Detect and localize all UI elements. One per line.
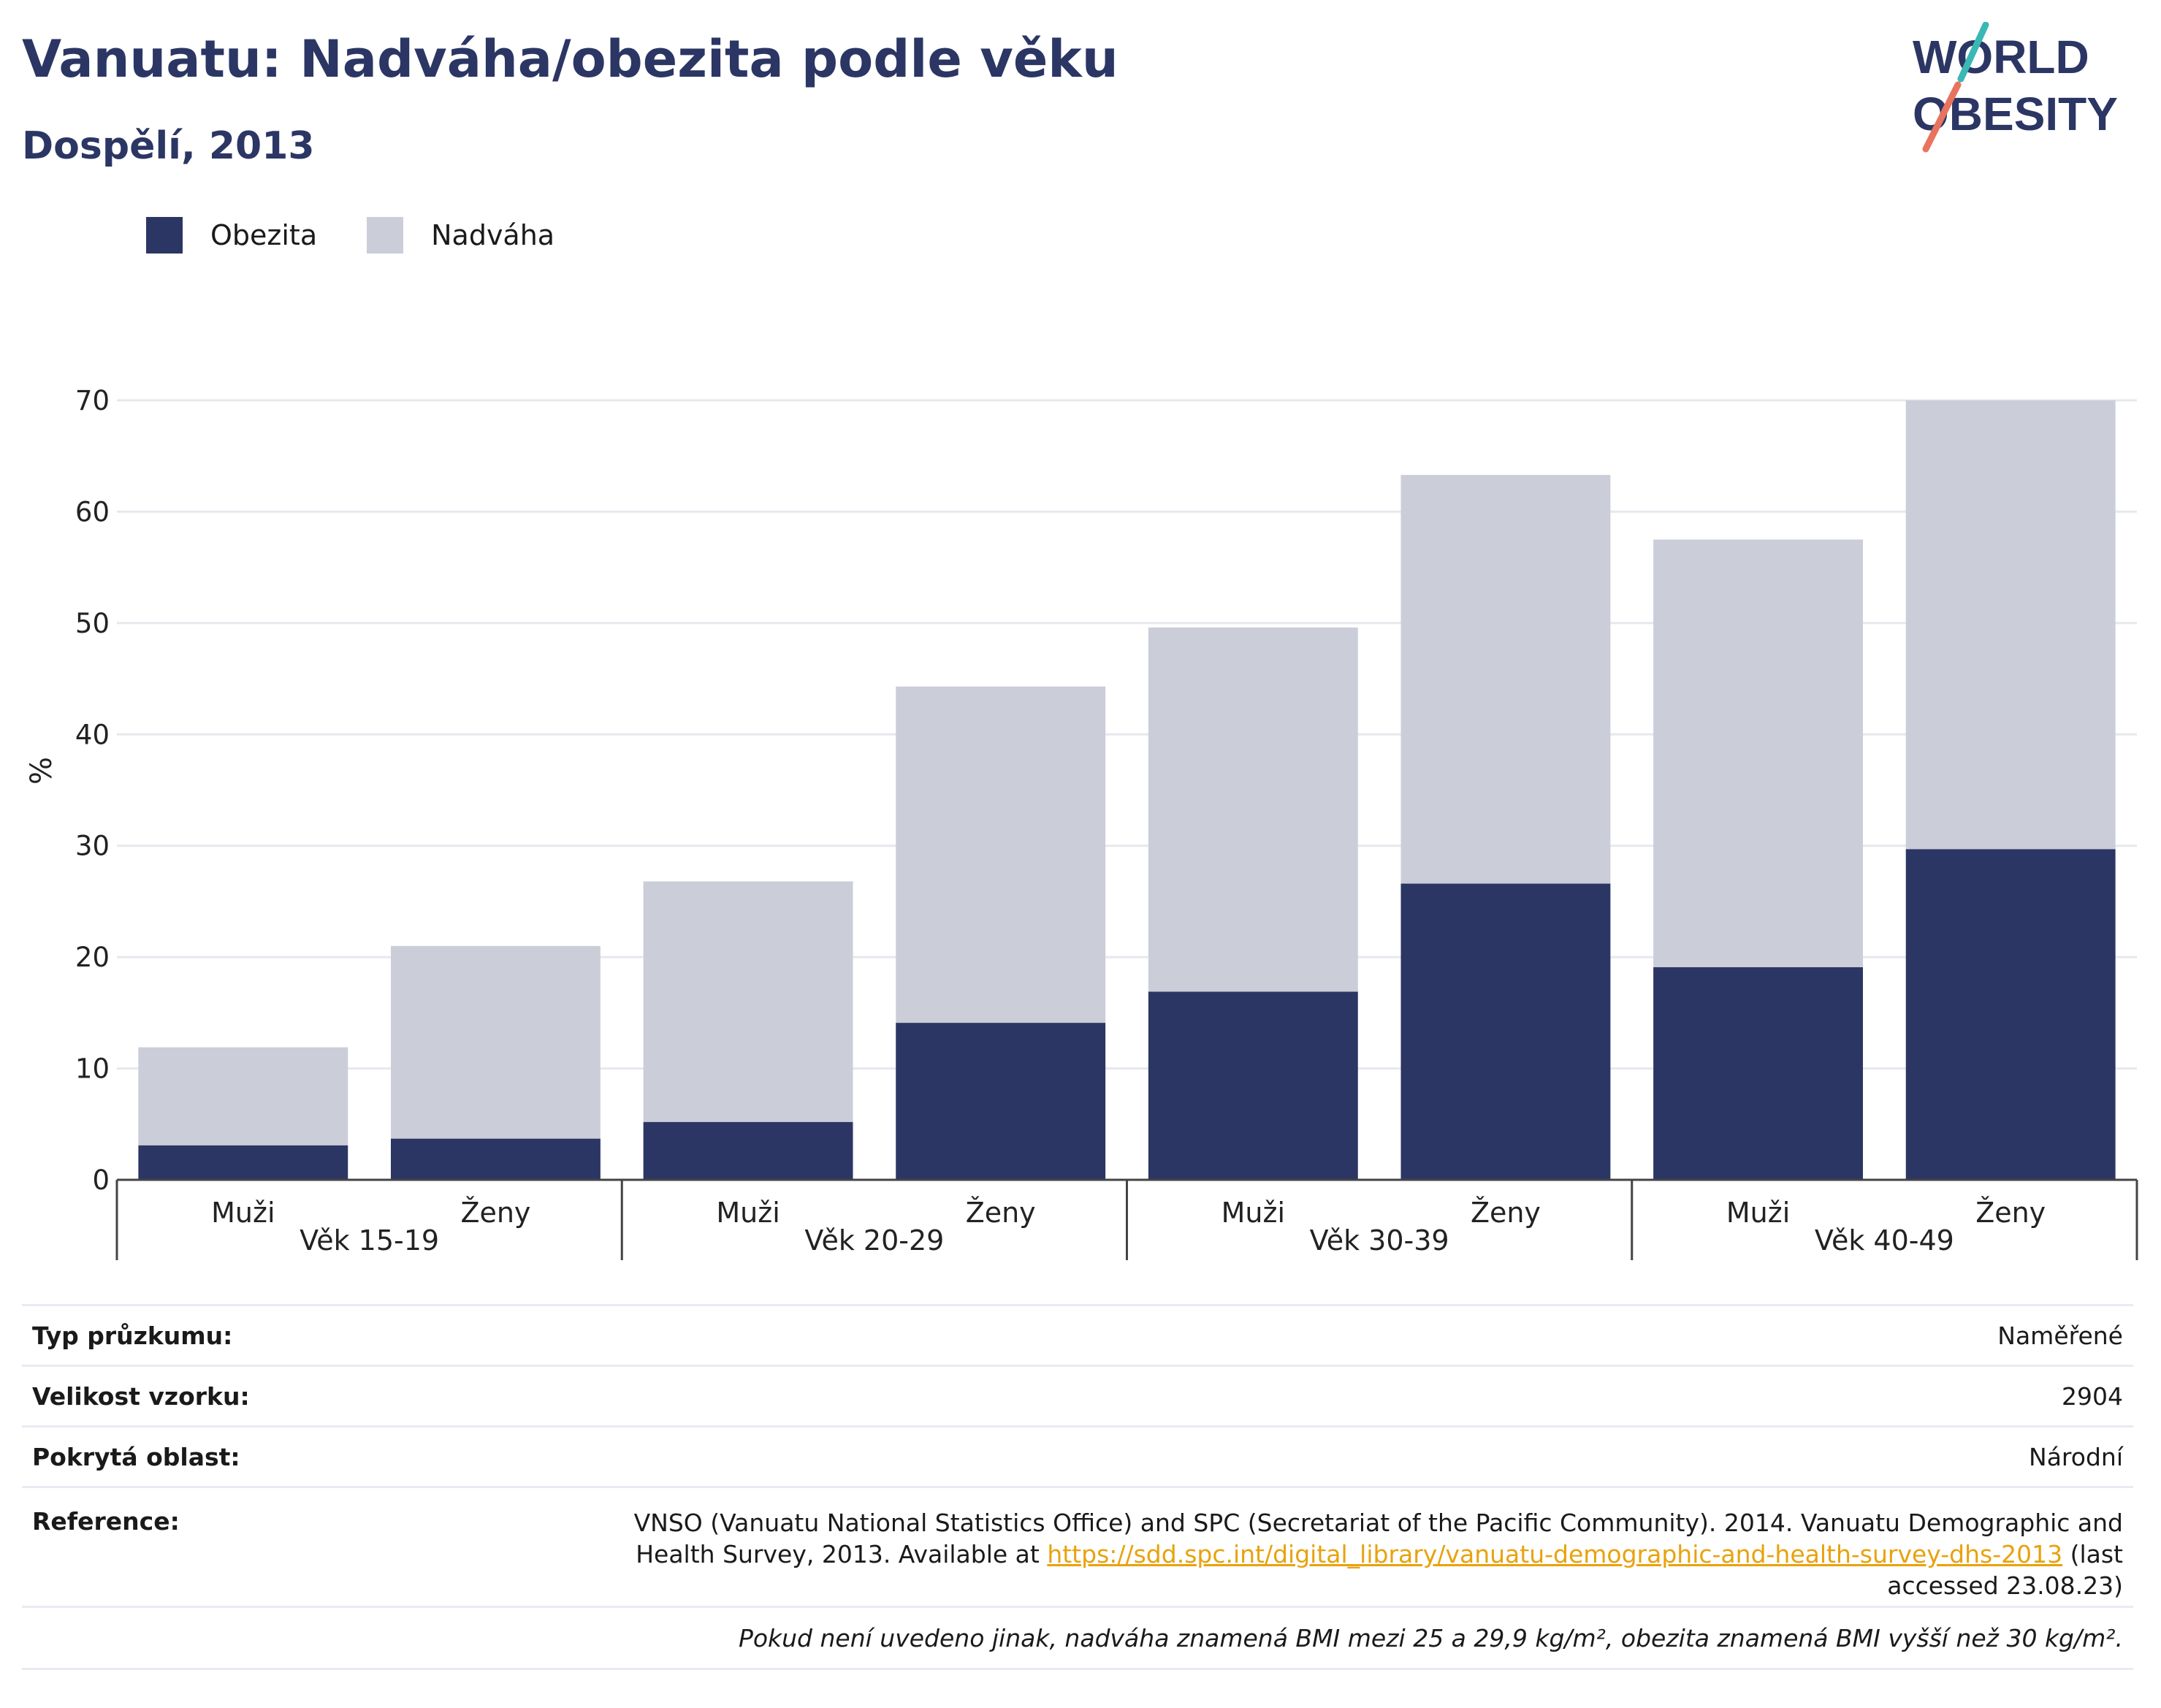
x-category-label: Muži <box>716 1197 780 1229</box>
legend-item-overweight[interactable]: Nadváha <box>367 217 554 253</box>
x-group-label: Věk 40-49 <box>1815 1224 1954 1257</box>
chart-legend: Obezita Nadváha <box>146 216 604 254</box>
chart-title: Vanuatu: Nadváha/obezita podle věku <box>22 29 1118 89</box>
reference-label: Reference: <box>32 1507 180 1536</box>
chart-subtitle: Dospělí, 2013 <box>22 124 315 168</box>
y-tick-label: 40 <box>75 719 110 750</box>
bar-overweight <box>1653 539 1863 967</box>
reference-text: VNSO (Vanuatu National Statistics Office… <box>633 1509 2123 1568</box>
bar-obesity <box>896 1023 1106 1180</box>
bar-overweight <box>1905 400 2116 850</box>
legend-item-obesity[interactable]: Obezita <box>146 217 317 253</box>
bar-overweight <box>896 686 1106 1023</box>
x-category-label: Muži <box>1726 1197 1790 1229</box>
bar-obesity <box>1653 967 1863 1180</box>
y-tick-label: 70 <box>75 385 110 416</box>
bar-obesity <box>1148 991 1358 1180</box>
sample-size-value: 2904 <box>2062 1381 2123 1411</box>
legend-label-obesity: Obezita <box>210 219 318 251</box>
y-tick-label: 50 <box>75 608 110 639</box>
bar-overweight <box>643 881 853 1122</box>
logo-line1: WORLD <box>1913 31 2089 83</box>
x-category-label: Muži <box>1221 1197 1285 1229</box>
y-tick-label: 10 <box>75 1053 110 1085</box>
info-row-sample-size: Velikost vzorku: 2904 <box>22 1365 2133 1425</box>
survey-type-label: Typ průzkumu: <box>32 1321 233 1350</box>
x-category-label: Muži <box>211 1197 275 1229</box>
info-row-note: Pokud není uvedeno jinak, nadváha znamen… <box>22 1606 2133 1670</box>
info-row-survey-type: Typ průzkumu: Naměřené <box>22 1304 2133 1365</box>
bar-overweight <box>138 1047 348 1145</box>
info-row-area: Pokrytá oblast: Národní <box>22 1425 2133 1486</box>
x-category-label: Ženy <box>460 1197 530 1229</box>
area-value: Národní <box>2029 1442 2123 1471</box>
x-category-label: Ženy <box>1471 1197 1541 1229</box>
x-category-label: Ženy <box>1975 1197 2046 1229</box>
bar-obesity <box>643 1121 853 1180</box>
y-axis-label: % <box>25 757 58 785</box>
y-tick-label: 30 <box>75 831 110 862</box>
y-tick-label: 20 <box>75 942 110 973</box>
bar-obesity <box>138 1145 348 1180</box>
bar-obesity <box>1905 849 2116 1180</box>
legend-label-overweight: Nadváha <box>431 219 555 251</box>
logo-slash-top <box>1957 22 1989 83</box>
bar-overweight <box>391 945 601 1139</box>
bar-overweight <box>1148 627 1358 992</box>
x-group-label: Věk 15-19 <box>300 1224 439 1257</box>
reference-link[interactable]: https://sdd.spc.int/digital_library/vanu… <box>1047 1540 2063 1568</box>
reference-accessed: (last accessed 23.08.23) <box>1887 1540 2123 1600</box>
x-category-label: Ženy <box>966 1197 1036 1229</box>
area-label: Pokrytá oblast: <box>32 1442 240 1471</box>
definition-note: Pokud není uvedeno jinak, nadváha znamen… <box>738 1623 2123 1652</box>
bar-chart: 0 10 20 30 40 50 60 70% Muži Ženy Muži Ženy Muži Ženy… <box>25 385 2138 1260</box>
bar-obesity <box>1400 883 1611 1180</box>
world-obesity-logo: WORLD OBESITY <box>1913 22 2118 153</box>
y-tick-label: 60 <box>75 496 110 527</box>
info-row-reference: Reference: VNSO (Vanuatu National Statis… <box>22 1486 2133 1606</box>
x-group-label: Věk 20-29 <box>804 1224 944 1257</box>
bar-overweight <box>1400 475 1611 884</box>
y-tick-label: 0 <box>92 1164 110 1196</box>
survey-info-table: Typ průzkumu: Naměřené Velikost vzorku: … <box>22 1304 2133 1670</box>
legend-swatch-overweight <box>367 217 404 253</box>
x-group-label: Věk 30-39 <box>1310 1224 1449 1257</box>
survey-type-value: Naměřené <box>1997 1321 2123 1350</box>
legend-swatch-obesity <box>146 217 183 253</box>
reference-value: VNSO (Vanuatu National Statistics Office… <box>618 1507 2123 1601</box>
bar-obesity <box>391 1138 601 1180</box>
logo-slash-bottom <box>1922 81 1962 153</box>
sample-size-label: Velikost vzorku: <box>32 1381 250 1411</box>
